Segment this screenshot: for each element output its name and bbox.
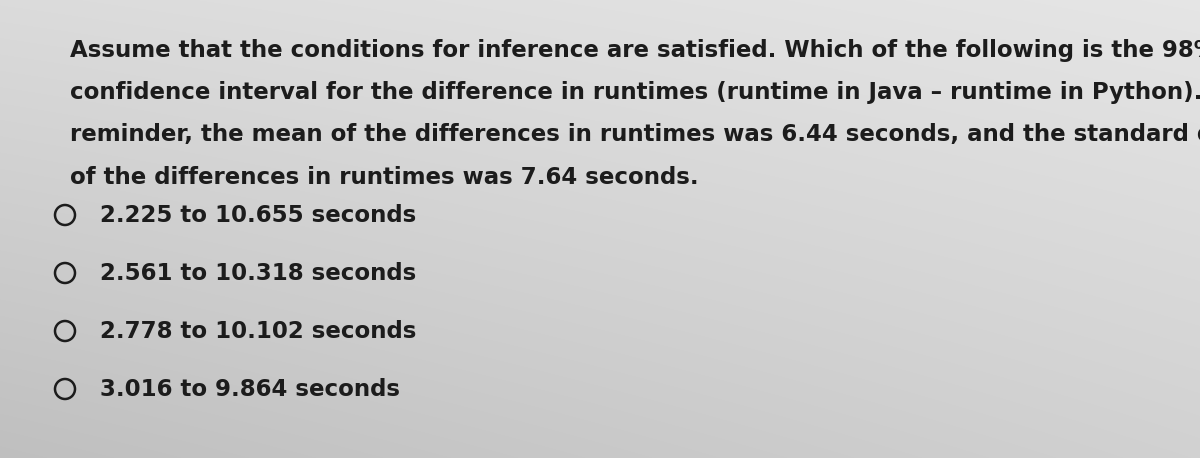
Text: confidence interval for the difference in runtimes (runtime in Java – runtime in: confidence interval for the difference i…	[70, 82, 1200, 104]
Text: 3.016 to 9.864 seconds: 3.016 to 9.864 seconds	[100, 377, 400, 400]
Text: reminder, the mean of the differences in runtimes was 6.44 seconds, and the stan: reminder, the mean of the differences in…	[70, 124, 1200, 147]
Text: 2.778 to 10.102 seconds: 2.778 to 10.102 seconds	[100, 320, 416, 343]
Text: 2.561 to 10.318 seconds: 2.561 to 10.318 seconds	[100, 262, 416, 284]
Text: 2.225 to 10.655 seconds: 2.225 to 10.655 seconds	[100, 203, 416, 227]
Text: of the differences in runtimes was 7.64 seconds.: of the differences in runtimes was 7.64 …	[70, 165, 698, 189]
Text: Assume that the conditions for inference are satisfied. Which of the following i: Assume that the conditions for inference…	[70, 39, 1200, 62]
